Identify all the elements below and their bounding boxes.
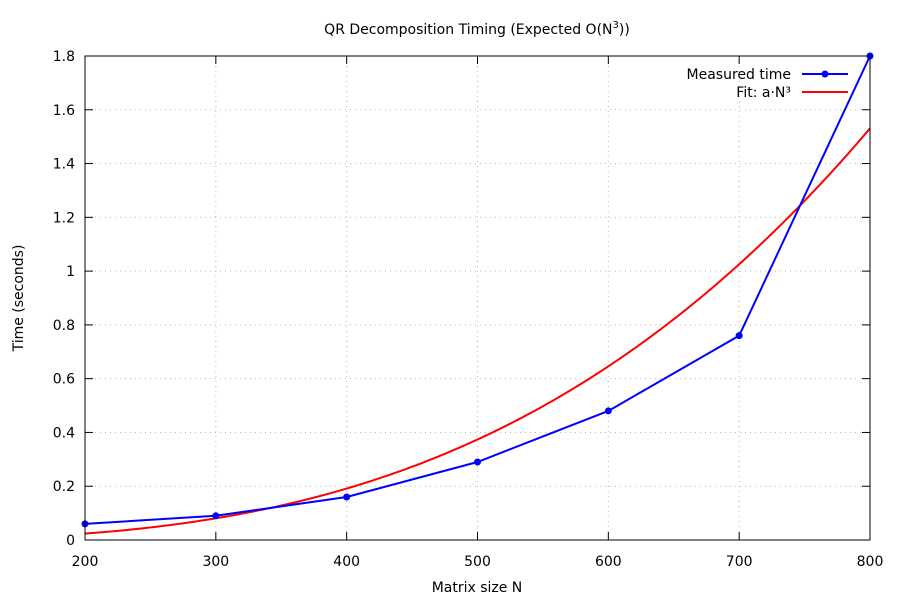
y-tick-label: 0.4: [53, 425, 75, 441]
x-tick-label: 400: [333, 554, 360, 570]
data-point-measured: [474, 458, 481, 466]
y-tick-label: 1.2: [53, 210, 75, 226]
x-tick-label: 600: [595, 554, 622, 570]
legend-label-fit: Fit: a·N³: [736, 85, 791, 101]
x-tick-label: 200: [72, 554, 99, 570]
y-tick-label: 1.8: [53, 49, 75, 65]
y-tick-label: 0.6: [53, 372, 75, 388]
y-tick-label: 1.4: [53, 157, 75, 173]
y-axis-label: Time (seconds): [11, 245, 27, 353]
y-tick-label: 0.2: [53, 479, 75, 495]
legend: Measured time Fit: a·N³: [687, 67, 848, 101]
data-point-measured: [212, 512, 220, 520]
grid-lines: [85, 56, 870, 540]
y-tick-label: 0.8: [53, 318, 75, 334]
data-point-measured: [735, 332, 743, 340]
x-tick-label: 500: [464, 554, 491, 570]
chart-title: QR Decomposition Timing (Expected O(N3)): [324, 20, 630, 38]
series-layer: [81, 52, 874, 535]
plot-area-border: [84, 55, 871, 541]
legend-label-measured: Measured time: [687, 67, 791, 83]
y-tick-label: 0: [66, 533, 75, 549]
legend-marker-measured: [821, 70, 829, 78]
series-line-fit: [84, 127, 871, 535]
y-tick-label: 1: [66, 264, 75, 280]
y-tick-label: 1.6: [53, 103, 75, 119]
x-tick-label: 300: [202, 554, 229, 570]
x-tick-label: 800: [857, 554, 884, 570]
axis-ticks: 0 0.2 0.4 0.6 0.8 1 1.2 1.4 1.6 1.8 200 300 400 500 60…: [53, 49, 884, 570]
data-point-measured: [343, 493, 351, 501]
data-point-measured: [604, 407, 612, 415]
x-axis-label: Matrix size N: [432, 580, 523, 596]
x-tick-label: 700: [726, 554, 753, 570]
